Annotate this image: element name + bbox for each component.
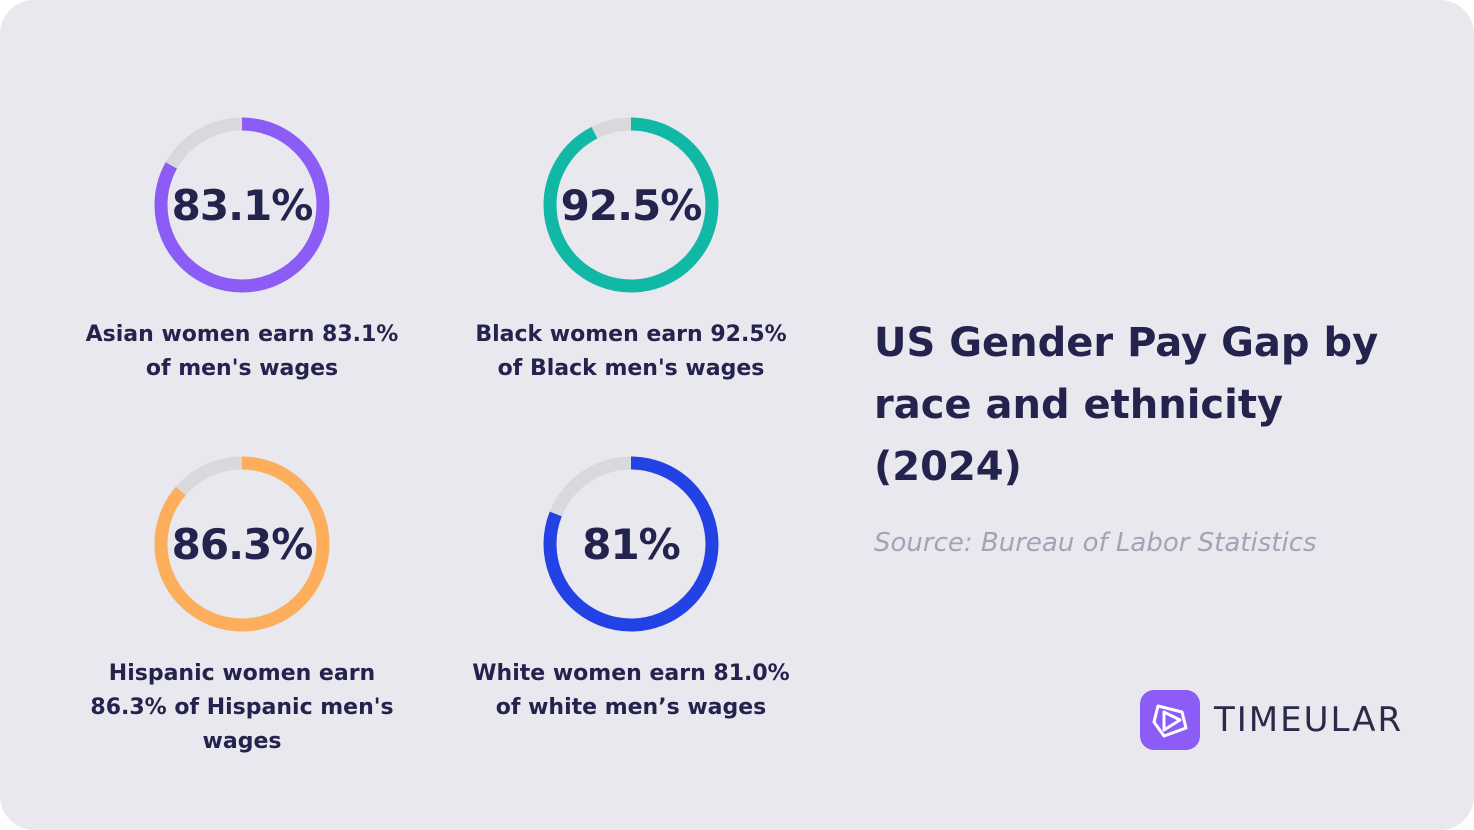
value-white: 81% — [582, 519, 681, 569]
donut-arc-black — [543, 117, 719, 293]
brand-logo: TIMEULAR — [1140, 690, 1403, 750]
source-note: Source: Bureau of Labor Statistics — [874, 528, 1317, 558]
caption-black: Black women earn 92.5% of Black men's wa… — [475, 322, 787, 381]
donut-arc-hispanic — [154, 456, 330, 632]
donut-arc-white — [543, 456, 719, 632]
caption-asian: Asian women earn 83.1% of men's wages — [85, 322, 399, 381]
donut-asian: 83.1% — [142, 105, 342, 305]
donut-arc-asian — [154, 117, 330, 293]
chart-title: US Gender Pay Gap by race and ethnicity … — [874, 320, 1379, 490]
caption-white: White women earn 81.0% of white men’s wa… — [472, 661, 790, 720]
donut-black: 92.5% — [531, 105, 731, 305]
donut-white: 81% — [531, 444, 731, 644]
value-asian: 83.1% — [171, 180, 314, 230]
logo-mark-icon — [1140, 690, 1200, 750]
brand-name: TIMEULAR — [1214, 700, 1404, 740]
donut-hispanic: 86.3% — [142, 444, 342, 644]
value-hispanic: 86.3% — [171, 519, 314, 569]
caption-hispanic: Hispanic women earn 86.3% of Hispanic me… — [90, 661, 394, 754]
value-black: 92.5% — [560, 180, 703, 230]
